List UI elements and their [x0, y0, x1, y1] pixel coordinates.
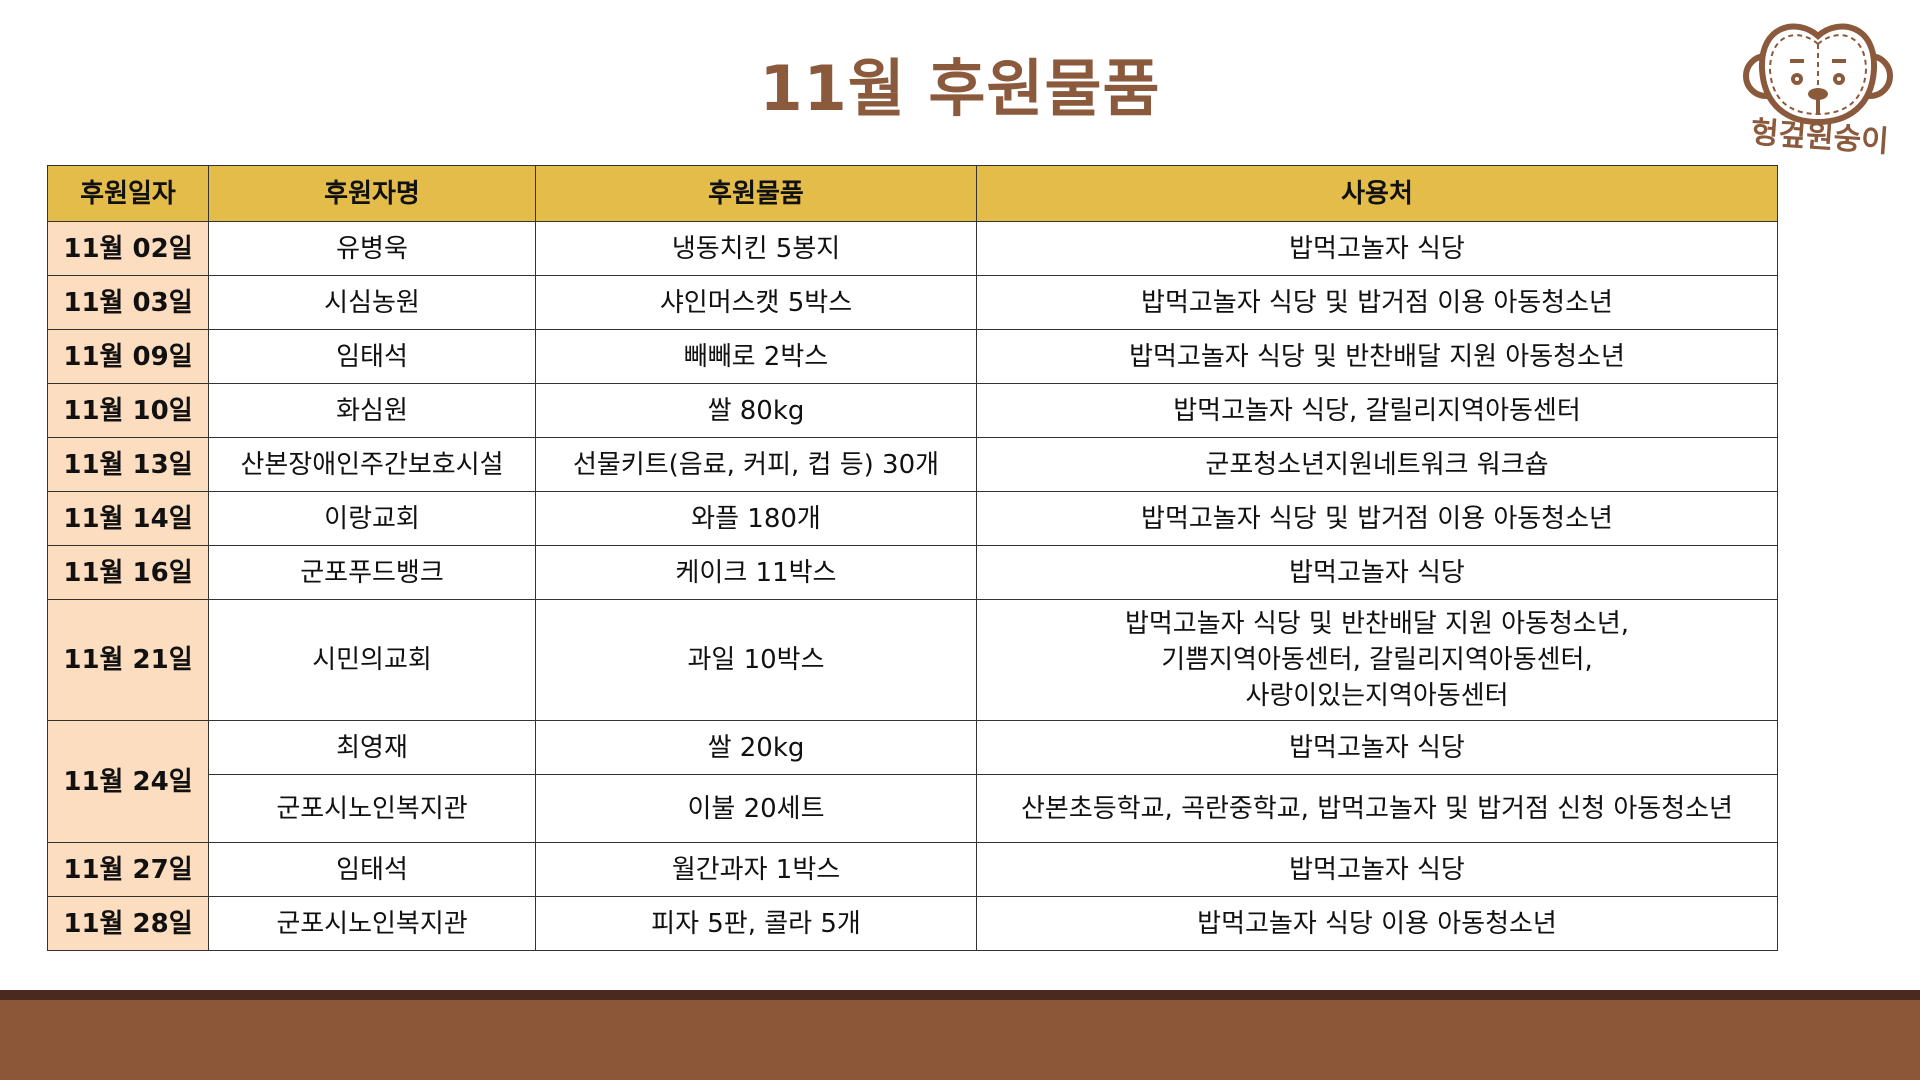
usage-cell: 밥먹고놀자 식당	[976, 720, 1778, 775]
date-cell: 11월 16일	[47, 545, 209, 600]
date-cell: 11월 09일	[47, 329, 209, 384]
page-title: 11월 후원물품	[759, 52, 1161, 125]
date-cell: 11월 28일	[47, 896, 209, 951]
item-cell: 쌀 80kg	[535, 383, 977, 438]
donor-cell: 시민의교회	[208, 599, 536, 721]
donation-table: 후원일자 후원자명 후원물품 사용처 11월 02일 유병욱 냉동치킨 5봉지 밥먹고…	[47, 165, 1778, 951]
item-cell: 피자 5판, 콜라 5개	[535, 896, 977, 951]
table-row: 11월 02일 유병욱 냉동치킨 5봉지 밥먹고놀자 식당	[47, 221, 1778, 276]
usage-cell: 밥먹고놀자 식당	[976, 221, 1778, 276]
item-cell: 빼빼로 2박스	[535, 329, 977, 384]
item-cell: 샤인머스캣 5박스	[535, 275, 977, 330]
table-row: 군포시노인복지관 이불 20세트 산본초등학교, 곡란중학교, 밥먹고놀자 및 밥거…	[48, 774, 1778, 843]
donor-cell: 군포시노인복지관	[208, 896, 536, 951]
table-row: 11월 13일 산본장애인주간보호시설 선물키트(음료, 커피, 컵 등) 30개 군…	[47, 437, 1778, 492]
item-cell: 쌀 20kg	[535, 720, 977, 775]
date-cell: 11월 02일	[47, 221, 209, 276]
date-cell: 11월 27일	[47, 842, 209, 897]
table-row: 11월 03일 시심농원 샤인머스캣 5박스 밥먹고놀자 식당 및 밥거점 이용 아동…	[47, 275, 1778, 330]
donor-cell: 화심원	[208, 383, 536, 438]
table-row: 11월 28일 군포시노인복지관 피자 5판, 콜라 5개 밥먹고놀자 식당 이용 아…	[47, 896, 1778, 951]
usage-cell: 밥먹고놀자 식당, 갈릴리지역아동센터	[976, 383, 1778, 438]
table-row: 11월 09일 임태석 빼빼로 2박스 밥먹고놀자 식당 및 반찬배달 지원 아동청소…	[47, 329, 1778, 384]
table-row: 11월 21일 시민의교회 과일 10박스 밥먹고놀자 식당 및 반찬배달 지원 아동…	[47, 599, 1778, 721]
footer-divider	[0, 990, 1920, 1000]
date-cell: 11월 14일	[47, 491, 209, 546]
table-row: 11월 16일 군포푸드뱅크 케이크 11박스 밥먹고놀자 식당	[47, 545, 1778, 600]
donor-cell: 군포푸드뱅크	[208, 545, 536, 600]
header-item: 후원물품	[535, 165, 977, 222]
date-cell: 11월 24일	[47, 720, 209, 843]
header-date: 후원일자	[47, 165, 209, 222]
date-cell: 11월 10일	[47, 383, 209, 438]
item-cell: 와플 180개	[535, 491, 977, 546]
usage-cell: 군포청소년지원네트워크 워크숍	[976, 437, 1778, 492]
table-row: 11월 10일 화심원 쌀 80kg 밥먹고놀자 식당, 갈릴리지역아동센터	[47, 383, 1778, 438]
footer-band	[0, 1000, 1920, 1080]
table-row: 11월 27일 임태석 월간과자 1박스 밥먹고놀자 식당	[47, 842, 1778, 897]
header-usage: 사용처	[976, 165, 1778, 222]
usage-cell: 밥먹고놀자 식당 이용 아동청소년	[976, 896, 1778, 951]
donor-cell: 군포시노인복지관	[208, 774, 536, 843]
table-header-row: 후원일자 후원자명 후원물품 사용처	[47, 165, 1778, 222]
item-cell: 월간과자 1박스	[535, 842, 977, 897]
usage-cell: 밥먹고놀자 식당 및 반찬배달 지원 아동청소년	[976, 329, 1778, 384]
usage-cell: 밥먹고놀자 식당 및 밥거점 이용 아동청소년	[976, 275, 1778, 330]
donor-cell: 임태석	[208, 329, 536, 384]
usage-cell: 밥먹고놀자 식당 및 반찬배달 지원 아동청소년, 기쁨지역아동센터, 갈릴리지…	[976, 599, 1778, 721]
usage-cell: 밥먹고놀자 식당 및 밥거점 이용 아동청소년	[976, 491, 1778, 546]
usage-cell: 산본초등학교, 곡란중학교, 밥먹고놀자 및 밥거점 신청 아동청소년	[976, 774, 1778, 843]
donor-cell: 최영재	[208, 720, 536, 775]
item-cell: 과일 10박스	[535, 599, 977, 721]
table-row: 11월 24일 최영재 쌀 20kg 밥먹고놀자 식당	[47, 720, 1778, 843]
item-cell: 선물키트(음료, 커피, 컵 등) 30개	[535, 437, 977, 492]
item-cell: 이불 20세트	[535, 774, 977, 843]
usage-cell: 밥먹고놀자 식당	[976, 842, 1778, 897]
date-cell: 11월 13일	[47, 437, 209, 492]
header-donor: 후원자명	[208, 165, 536, 222]
monkey-face-icon	[1743, 23, 1893, 126]
donor-cell: 임태석	[208, 842, 536, 897]
date-cell: 11월 21일	[47, 599, 209, 721]
donor-cell: 시심농원	[208, 275, 536, 330]
usage-cell: 밥먹고놀자 식당	[976, 545, 1778, 600]
donor-cell: 이랑교회	[208, 491, 536, 546]
table-row: 11월 14일 이랑교회 와플 180개 밥먹고놀자 식당 및 밥거점 이용 아동청소…	[47, 491, 1778, 546]
item-cell: 케이크 11박스	[535, 545, 977, 600]
donor-cell: 유병욱	[208, 221, 536, 276]
date-cell: 11월 03일	[47, 275, 209, 330]
donor-cell: 산본장애인주간보호시설	[208, 437, 536, 492]
item-cell: 냉동치킨 5봉지	[535, 221, 977, 276]
